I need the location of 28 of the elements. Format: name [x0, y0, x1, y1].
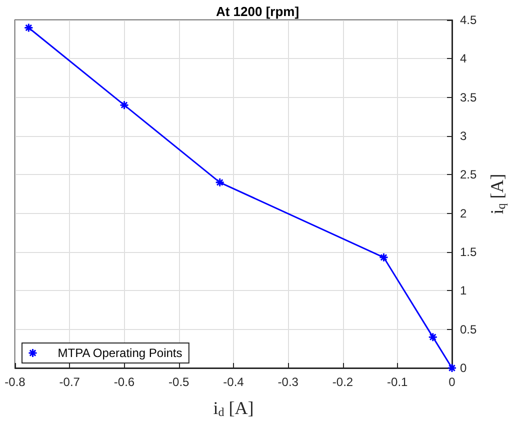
- y-tick-label: 1.5: [460, 245, 478, 259]
- y-tick-label: 4.5: [460, 13, 478, 27]
- point: [215, 178, 225, 188]
- y-tick-label: 0.5: [460, 322, 478, 336]
- x-tick-label: -0.3: [278, 375, 299, 389]
- y-tick-label: 4: [460, 52, 467, 66]
- x-tick-label: -0.4: [223, 375, 244, 389]
- point: [378, 252, 388, 262]
- x-tick-label: -0.5: [168, 375, 190, 389]
- point: [428, 332, 438, 342]
- x-tick-label: 0: [448, 375, 456, 389]
- y-tick-label: 0: [460, 361, 467, 375]
- x-tick-label: -0.6: [114, 375, 135, 389]
- x-tick-label: -0.1: [387, 375, 408, 389]
- x-tick-label: -0.8: [4, 375, 26, 389]
- x-tick-label: -0.7: [59, 375, 80, 389]
- y-tick-label: 1: [460, 284, 467, 298]
- chart-title: At 1200 [rpm]: [216, 4, 300, 19]
- y-tick-label: 3.5: [460, 90, 478, 104]
- legend-label: MTPA Operating Points: [58, 346, 182, 360]
- point: [24, 22, 34, 32]
- y-axis-title: iq [A]: [487, 174, 508, 214]
- y-tick-label: 2: [460, 206, 467, 220]
- y-tick-label: 2.5: [460, 168, 478, 182]
- point: [120, 100, 129, 110]
- point: [447, 363, 457, 373]
- y-tick-label: 3: [460, 129, 467, 143]
- x-tick-label: -0.2: [332, 375, 354, 389]
